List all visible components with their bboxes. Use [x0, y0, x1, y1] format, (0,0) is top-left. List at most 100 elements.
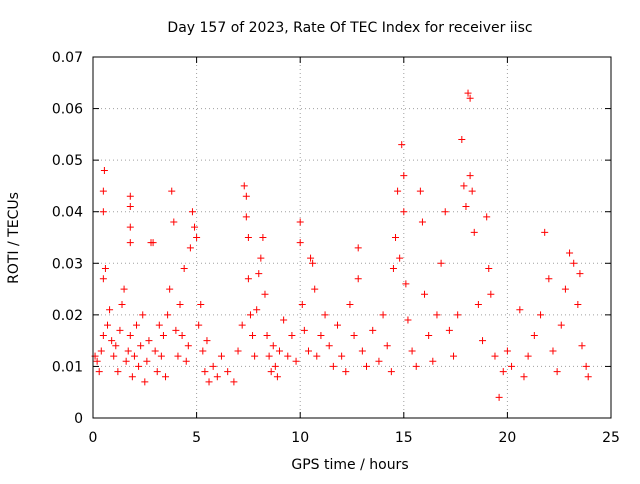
data-point [151, 347, 159, 355]
data-point [145, 337, 153, 345]
data-point [176, 301, 184, 309]
data-point [402, 280, 410, 288]
y-axis-label: ROTI / TECUs [6, 192, 22, 284]
data-point [300, 326, 308, 334]
data-point [537, 311, 545, 319]
data-point [466, 172, 474, 180]
data-point [112, 342, 120, 350]
data-point [126, 223, 134, 231]
data-point [195, 321, 203, 329]
data-point [164, 311, 172, 319]
data-point [104, 321, 112, 329]
y-tick-label: 0.06 [52, 102, 83, 118]
data-point [201, 368, 209, 376]
data-point [271, 362, 279, 370]
data-point [172, 326, 180, 334]
data-point [166, 285, 174, 293]
data-point [159, 331, 167, 339]
data-point [133, 321, 141, 329]
data-point [114, 368, 122, 376]
data-point [582, 362, 590, 370]
data-point [255, 270, 263, 278]
data-point [304, 347, 312, 355]
data-point [541, 228, 549, 236]
data-point [549, 347, 557, 355]
y-tick-label: 0.04 [52, 205, 83, 221]
data-point [137, 342, 145, 350]
data-point [118, 301, 126, 309]
data-point [296, 218, 304, 226]
data-point [170, 218, 178, 226]
data-point [396, 254, 404, 262]
data-point [483, 213, 491, 221]
data-point [199, 347, 207, 355]
tick-labels-layer: 0 5 10 15 20 25 0 0.01 0.02 0.03 0.04 0.05 0.06 0.07 [52, 50, 620, 446]
data-point [143, 357, 151, 365]
data-point [317, 331, 325, 339]
data-point [495, 393, 503, 401]
data-point [209, 362, 217, 370]
data-point [392, 234, 400, 241]
data-point [516, 306, 524, 314]
data-point [234, 347, 242, 355]
data-point [566, 249, 574, 257]
data-point [141, 378, 149, 386]
data-point [116, 326, 124, 334]
data-point [230, 378, 238, 386]
data-point [561, 285, 569, 293]
data-point [263, 331, 271, 339]
data-point [557, 321, 565, 329]
x-tick-label: 25 [602, 430, 620, 446]
x-axis-label: GPS time / hours [291, 457, 408, 473]
data-point [106, 306, 114, 314]
data-point [110, 352, 118, 360]
data-point [576, 270, 584, 278]
data-point [128, 373, 136, 381]
data-point [578, 342, 586, 350]
data-point [412, 362, 420, 370]
data-point [307, 254, 315, 262]
data-point [454, 311, 462, 319]
data-point [462, 203, 470, 211]
data-point [421, 290, 429, 298]
data-point [433, 311, 441, 319]
data-point [530, 331, 538, 339]
data-point [491, 352, 499, 360]
data-point [487, 290, 495, 298]
data-point [445, 326, 453, 334]
data-point [394, 187, 402, 195]
data-point [99, 331, 107, 339]
y-tick-label: 0.02 [52, 308, 83, 324]
data-point [499, 368, 507, 376]
data-point [249, 331, 257, 339]
x-tick-label: 15 [395, 430, 413, 446]
data-point [404, 316, 412, 324]
data-point [100, 166, 108, 174]
points-layer [91, 89, 592, 401]
data-point [224, 368, 232, 376]
x-tick-label: 20 [498, 430, 516, 446]
data-point [350, 331, 358, 339]
data-point [186, 244, 194, 252]
data-point [284, 352, 292, 360]
data-point [240, 182, 248, 190]
data-point [99, 208, 107, 216]
data-point [261, 290, 269, 298]
data-point [95, 368, 103, 376]
data-point [458, 136, 466, 144]
data-point [126, 192, 134, 200]
data-point [466, 94, 474, 102]
data-point [313, 352, 321, 360]
data-point [99, 275, 107, 283]
data-point [174, 352, 182, 360]
data-point [354, 275, 362, 283]
data-point [267, 368, 275, 376]
data-point [311, 285, 319, 293]
data-point [246, 311, 254, 319]
data-point [379, 311, 387, 319]
data-point [460, 182, 468, 190]
y-tick-label: 0.03 [52, 256, 83, 272]
data-point [265, 352, 273, 360]
